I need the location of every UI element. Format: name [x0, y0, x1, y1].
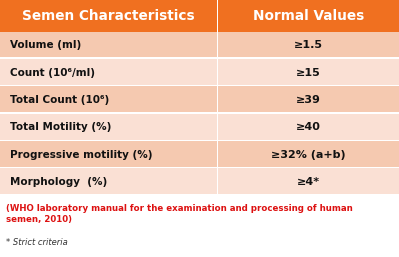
- Text: ≥40: ≥40: [296, 122, 321, 132]
- Text: Volume (ml): Volume (ml): [10, 40, 81, 50]
- Text: Total Motility (%): Total Motility (%): [10, 122, 111, 132]
- Text: ≥4*: ≥4*: [297, 177, 320, 187]
- Text: Morphology  (%): Morphology (%): [10, 177, 107, 187]
- Bar: [218, 141, 399, 167]
- Bar: [0, 141, 217, 167]
- Bar: [218, 0, 399, 32]
- Bar: [0, 59, 217, 85]
- Text: (WHO laboratory manual for the examination and processing of human
semen, 2010): (WHO laboratory manual for the examinati…: [6, 204, 353, 224]
- Text: Total Count (10⁶): Total Count (10⁶): [10, 95, 109, 105]
- Text: Count (10⁶/ml): Count (10⁶/ml): [10, 68, 95, 78]
- Bar: [218, 86, 399, 112]
- Text: ≥15: ≥15: [296, 68, 321, 78]
- Bar: [0, 0, 217, 32]
- Bar: [218, 114, 399, 140]
- Bar: [0, 86, 217, 112]
- Text: Normal Values: Normal Values: [253, 9, 364, 23]
- Text: * Strict criteria: * Strict criteria: [6, 238, 68, 247]
- Bar: [218, 169, 399, 194]
- Text: Progressive motility (%): Progressive motility (%): [10, 150, 152, 160]
- Text: Semen Characteristics: Semen Characteristics: [22, 9, 195, 23]
- Text: ≥39: ≥39: [296, 95, 321, 105]
- Bar: [0, 32, 217, 58]
- Bar: [218, 59, 399, 85]
- Bar: [0, 114, 217, 140]
- Text: ≥32% (a+b): ≥32% (a+b): [271, 150, 346, 160]
- Text: ≥1.5: ≥1.5: [294, 40, 323, 50]
- Bar: [0, 169, 217, 194]
- Bar: [218, 32, 399, 58]
